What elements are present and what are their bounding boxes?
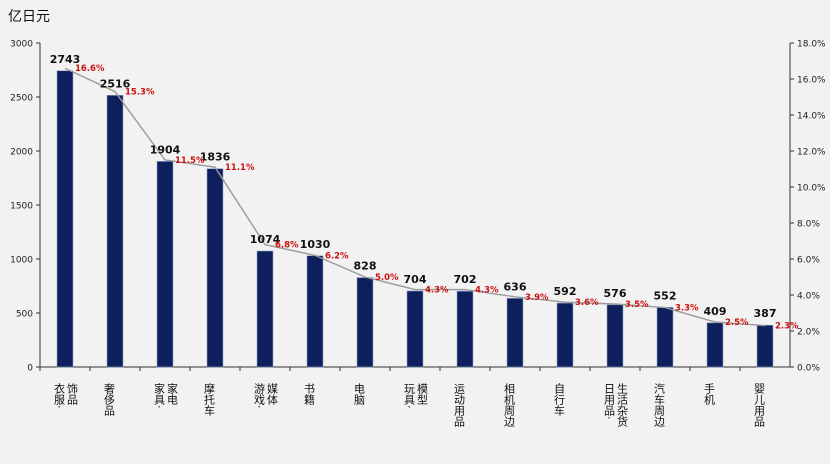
y-axis-unit-label: 亿日元 xyxy=(8,9,50,25)
y2-tick-label: 2.0% xyxy=(797,328,820,338)
bar-value-label: 552 xyxy=(654,289,677,302)
bar xyxy=(506,298,524,368)
bar xyxy=(106,94,124,368)
percent-label: 6.2% xyxy=(325,251,349,261)
percent-label: 2.3% xyxy=(775,322,799,332)
x-category-label: 汽车周边 xyxy=(653,382,666,427)
x-category-label: 手机 xyxy=(703,382,716,405)
percent-label: 5.0% xyxy=(375,273,399,283)
percent-label: 15.3% xyxy=(125,88,155,98)
percent-label: 3.5% xyxy=(625,300,649,310)
y2-tick-label: 12.0% xyxy=(797,148,826,158)
bar-value-label: 828 xyxy=(354,260,377,273)
x-category-label: 摩托车 xyxy=(203,382,216,417)
bar xyxy=(756,324,774,368)
share-line xyxy=(64,67,766,327)
x-category-label: 模型 xyxy=(416,383,429,405)
bar xyxy=(206,168,224,368)
x-category-label: 家电 xyxy=(166,382,179,405)
bar-value-label: 409 xyxy=(704,305,727,318)
x-category-label: 婴儿用品 xyxy=(753,383,766,427)
x-category-label: 电脑 xyxy=(353,383,366,406)
x-category-label: 家具· xyxy=(153,382,166,409)
bar-value-label: 1030 xyxy=(300,238,331,251)
x-category-label: 饰品 xyxy=(66,382,79,405)
bar-value-label: 2516 xyxy=(100,77,131,90)
y-tick-label: 1000 xyxy=(10,256,33,266)
x-category-label: 游戏· xyxy=(253,383,266,409)
y-tick-label: 2500 xyxy=(10,94,33,104)
bar xyxy=(156,161,174,368)
bar xyxy=(56,70,74,368)
x-category-label: 相机周边 xyxy=(503,383,516,427)
percent-label: 11.5% xyxy=(175,156,205,166)
y-tick-label: 2000 xyxy=(10,148,33,158)
bar-value-label: 2743 xyxy=(50,53,81,66)
x-category-label: 玩具· xyxy=(403,383,416,409)
x-category-label: 衣服· xyxy=(53,382,66,409)
x-category-label: 运动用品 xyxy=(453,383,466,427)
y-tick-label: 500 xyxy=(16,310,33,320)
y2-tick-label: 14.0% xyxy=(797,112,826,122)
bar xyxy=(456,290,474,368)
bar-value-label: 1904 xyxy=(150,143,181,156)
percent-label: 2.5% xyxy=(725,318,749,328)
percent-label: 3.9% xyxy=(525,293,549,303)
bar-value-label: 1836 xyxy=(200,151,231,164)
bar-value-label: 636 xyxy=(504,280,527,293)
bar xyxy=(306,255,324,368)
bar xyxy=(706,322,724,368)
y2-tick-label: 10.0% xyxy=(797,184,826,194)
y2-tick-label: 6.0% xyxy=(797,256,820,266)
bar-value-label: 576 xyxy=(604,287,627,300)
y-tick-label: 1500 xyxy=(10,202,33,212)
percent-label: 6.8% xyxy=(275,241,299,251)
bar-value-label: 702 xyxy=(454,273,477,286)
y2-tick-label: 16.0% xyxy=(797,76,826,86)
x-category-label: 生活杂货 xyxy=(616,382,629,428)
x-category-label: 书籍 xyxy=(303,383,316,405)
percent-label: 3.3% xyxy=(675,304,699,314)
y2-tick-label: 4.0% xyxy=(797,292,820,302)
bar-value-label: 704 xyxy=(404,273,427,286)
bar xyxy=(606,304,624,368)
percent-label: 11.1% xyxy=(225,163,255,173)
bar-value-label: 592 xyxy=(554,285,577,298)
y2-tick-label: 8.0% xyxy=(797,220,820,230)
x-category-label: 媒体 xyxy=(266,383,279,405)
bar xyxy=(256,250,274,368)
y2-tick-label: 0.0% xyxy=(797,364,820,374)
bar-value-label: 387 xyxy=(754,307,777,320)
x-category-label: 奢侈品 xyxy=(103,382,116,416)
bar xyxy=(406,290,424,368)
y2-tick-label: 18.0% xyxy=(797,40,826,50)
percent-label: 16.6% xyxy=(75,64,105,74)
y-tick-label: 3000 xyxy=(10,40,33,50)
x-category-label: 自行车 xyxy=(553,383,566,417)
percent-label: 3.6% xyxy=(575,298,599,308)
bar xyxy=(656,307,674,368)
percent-label: 4.3% xyxy=(425,286,449,296)
bar xyxy=(356,277,374,368)
x-category-label: 日用品· xyxy=(603,383,616,420)
percent-label: 4.3% xyxy=(475,286,499,296)
bar xyxy=(556,302,574,368)
y-tick-label: 0 xyxy=(27,364,33,374)
bar-value-label: 1074 xyxy=(250,233,281,246)
